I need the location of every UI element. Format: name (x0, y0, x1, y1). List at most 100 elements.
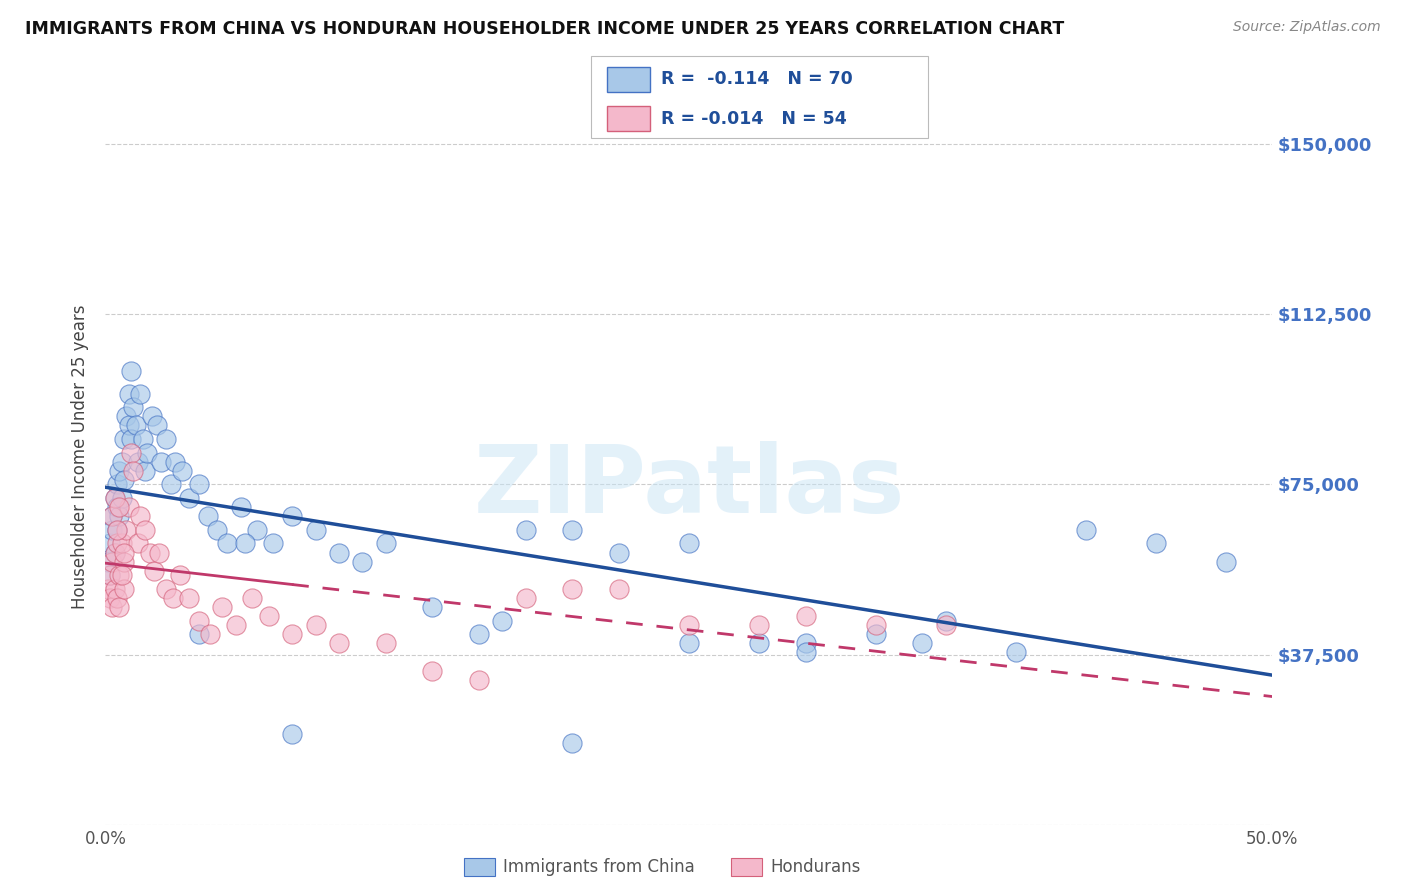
Point (374, 636, 396, 650)
Point (146, 418, 169, 433)
Point (420, 664, 443, 678)
Point (263, 536, 285, 550)
Point (108, 509, 131, 524)
Point (108, 464, 131, 478)
Point (468, 627, 491, 641)
Point (172, 464, 194, 478)
Point (794, 609, 817, 624)
Point (197, 509, 219, 524)
Text: Immigrants from China: Immigrants from China (503, 858, 695, 876)
Point (111, 536, 134, 550)
Point (132, 432, 155, 446)
Point (101, 509, 124, 524)
Point (105, 591, 128, 605)
Point (935, 618, 957, 632)
Point (561, 523, 583, 537)
Point (515, 591, 537, 605)
Point (112, 582, 135, 596)
Point (242, 591, 264, 605)
Point (143, 564, 166, 578)
Point (105, 536, 128, 550)
Point (134, 464, 156, 478)
Point (207, 523, 229, 537)
Y-axis label: Householder Income Under 25 years: Householder Income Under 25 years (72, 305, 90, 609)
Point (187, 627, 209, 641)
Point (101, 600, 124, 615)
Point (127, 455, 149, 469)
Point (148, 545, 170, 559)
Point (118, 500, 141, 515)
Point (748, 636, 770, 650)
Point (678, 618, 700, 632)
Point (794, 636, 817, 650)
Point (122, 464, 145, 478)
Point (865, 618, 887, 632)
Point (515, 523, 537, 537)
Point (104, 545, 127, 559)
Point (281, 727, 304, 741)
Point (101, 555, 124, 569)
Point (139, 545, 162, 559)
Point (200, 627, 222, 641)
Point (179, 491, 201, 505)
Point (105, 523, 128, 537)
Point (129, 386, 152, 401)
Point (935, 614, 957, 628)
Point (281, 509, 304, 524)
Point (165, 455, 187, 469)
Point (257, 609, 280, 624)
Text: R =  -0.114   N = 70: R = -0.114 N = 70 (661, 70, 852, 88)
Point (215, 536, 238, 550)
Point (281, 627, 304, 641)
Point (120, 445, 142, 459)
Point (420, 600, 443, 615)
Point (105, 477, 128, 491)
Point (127, 536, 149, 550)
Point (108, 500, 131, 515)
Point (1215, 555, 1237, 569)
Point (98, 568, 121, 582)
Point (328, 636, 350, 650)
Point (98, 591, 121, 605)
Text: R = -0.014   N = 54: R = -0.014 N = 54 (661, 110, 846, 128)
Point (328, 545, 350, 559)
Point (125, 418, 148, 433)
Point (108, 568, 131, 582)
Point (111, 491, 134, 505)
Point (150, 455, 173, 469)
Point (229, 500, 252, 515)
Text: IMMIGRANTS FROM CHINA VS HONDURAN HOUSEHOLDER INCOME UNDER 25 YEARS CORRELATION : IMMIGRANTS FROM CHINA VS HONDURAN HOUSEH… (25, 20, 1064, 37)
Point (134, 523, 156, 537)
Point (169, 568, 191, 582)
Point (1004, 645, 1026, 659)
Point (141, 409, 163, 424)
Point (162, 591, 184, 605)
Point (98, 568, 121, 582)
Point (865, 627, 887, 641)
Point (561, 736, 583, 750)
Point (101, 509, 124, 524)
Point (136, 445, 159, 459)
Point (118, 386, 141, 401)
Point (120, 432, 142, 446)
Point (352, 555, 374, 569)
Point (112, 545, 135, 559)
Point (108, 600, 131, 615)
Point (491, 614, 513, 628)
Point (115, 523, 138, 537)
Point (246, 523, 269, 537)
Point (607, 582, 630, 596)
Point (129, 509, 152, 524)
Point (1074, 523, 1097, 537)
Point (104, 491, 127, 505)
Point (607, 545, 630, 559)
Point (468, 673, 491, 687)
Point (122, 400, 145, 414)
Point (678, 536, 700, 550)
Point (112, 432, 135, 446)
Point (794, 645, 817, 659)
Point (159, 477, 181, 491)
Point (748, 618, 770, 632)
Point (112, 555, 135, 569)
Point (235, 536, 257, 550)
